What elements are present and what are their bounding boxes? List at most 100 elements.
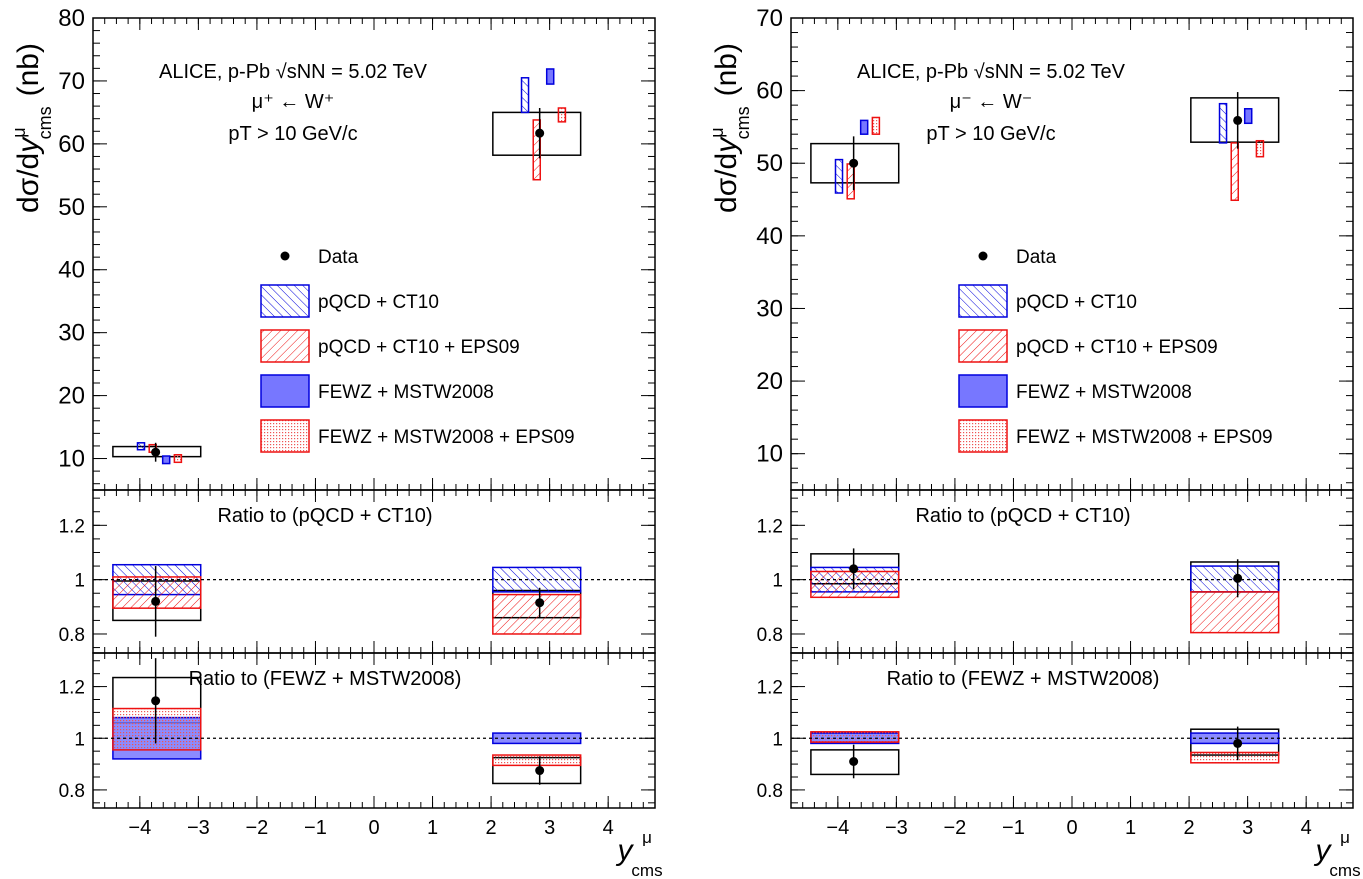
legend-label-ct10-eps: pQCD + CT10 + EPS09	[318, 337, 520, 358]
y-tick-label: 80	[58, 5, 85, 32]
x-axis-label-sub: cms	[1329, 861, 1360, 879]
data-point	[849, 158, 859, 168]
y-tick-label: 70	[756, 5, 783, 32]
model-box-ct10	[1218, 102, 1228, 144]
y-tick-label: 40	[58, 257, 85, 284]
legend-swatch-ct10	[260, 284, 310, 318]
legend-label-ct10: pQCD + CT10	[318, 292, 439, 313]
ratio-data-point	[535, 598, 545, 608]
model-box-fewz-eps	[173, 454, 183, 464]
model-box-ct10-eps	[1230, 142, 1240, 202]
x-axis-label-sup: μ	[1340, 828, 1350, 847]
data-point	[535, 128, 545, 138]
legend-label-ct10: pQCD + CT10	[1016, 292, 1137, 313]
y-tick-label: 30	[58, 320, 85, 347]
y-axis-label-text: dσ/dyμ cms(nb)	[707, 43, 753, 213]
x-tick-label: −3	[885, 817, 908, 839]
legend-swatch-ct10-eps	[958, 329, 1008, 363]
model-box-fewz	[161, 455, 171, 465]
x-tick-label: −2	[944, 817, 967, 839]
ratio-y-tick-label: 1.2	[59, 678, 85, 699]
legend-label-fewz: FEWZ + MSTW2008	[318, 382, 494, 403]
x-tick-label: 2	[486, 817, 497, 839]
ratio-band-ct10-eps	[810, 570, 900, 599]
ratio-band-ct10	[492, 566, 582, 593]
y-tick-label: 10	[756, 441, 783, 468]
legend-swatch-ct10	[958, 284, 1008, 318]
legend-label-ct10-eps: pQCD + CT10 + EPS09	[1016, 337, 1218, 358]
legend-swatch-fewz-eps	[260, 419, 310, 453]
legend-data-marker	[280, 251, 290, 261]
x-tick-label: −4	[826, 817, 849, 839]
legend-swatch-ct10-eps	[260, 329, 310, 363]
x-tick-label: 0	[368, 817, 379, 839]
y-axis-label: dσ/dyμ cms(nb)	[9, 43, 55, 213]
model-box-ct10	[834, 158, 844, 194]
ratio-y-tick-label: 1.2	[757, 516, 783, 537]
x-tick-label: 1	[1125, 817, 1136, 839]
ratio-data-point	[535, 766, 545, 776]
model-box-fewz-eps	[1255, 139, 1265, 158]
x-tick-label: −1	[1002, 817, 1025, 839]
y-tick-label: 70	[58, 68, 85, 95]
legend-swatch-fewz	[260, 374, 310, 408]
y-tick-label: 60	[58, 131, 85, 158]
ratio-y-tick-label: 1	[772, 571, 783, 592]
model-box-fewz	[1243, 108, 1253, 125]
ratio-y-tick-label: 0.8	[757, 781, 783, 802]
ratio-band-fewz-eps	[810, 731, 900, 743]
legend-data-label: Data	[1016, 247, 1057, 268]
ratio-data-point	[1233, 573, 1243, 583]
ratio-data-point	[849, 564, 859, 574]
header-cut: pT > 10 GeV/c	[228, 123, 357, 145]
legend-swatch-fewz-eps	[958, 419, 1008, 453]
header-process: μ⁻ ← W⁻	[950, 91, 1033, 113]
ratio-fewz-label: Ratio to (FEWZ + MSTW2008)	[189, 668, 462, 690]
model-box-ct10	[520, 77, 530, 114]
ratio-data-point	[151, 696, 161, 706]
legend-data-marker	[978, 251, 988, 261]
plot-frame	[790, 17, 1354, 491]
data-point	[151, 447, 161, 457]
ratio-y-tick-label: 1	[74, 729, 85, 750]
ratio-band-ct10-eps	[1190, 591, 1280, 634]
plot-frame	[92, 17, 656, 491]
ratio-fewz-pad: 0.8 1 1.2 Ratio to (FEWZ + MSTW2008)	[59, 658, 655, 804]
y-tick-label: 30	[756, 295, 783, 322]
y-axis-label: dσ/dyμ cms(nb)	[707, 43, 753, 213]
ratio-data-point	[849, 757, 859, 766]
ratio-data-point	[151, 596, 161, 606]
ratio-fewz-pad: 0.8 1 1.2 Ratio to (FEWZ + MSTW2008)	[757, 660, 1353, 804]
x-axis-label-sub: cms	[631, 861, 662, 879]
panel-Wplus: −4 −3 −2 −1 0 1 2 3 4y μ cms 10 20 30 40 50 60 70 80dσ/dyμ…	[9, 5, 663, 879]
header-collision: ALICE, p-Pb √sNN = 5.02 TeV	[857, 61, 1126, 83]
ratio-y-tick-label: 0.8	[757, 625, 783, 646]
ratio-y-tick-label: 1	[772, 729, 783, 750]
ratio-band-ct10-eps	[112, 576, 202, 609]
legend-label-fewz-eps: FEWZ + MSTW2008 + EPS09	[318, 427, 575, 448]
ratio-band-fewz-eps	[1190, 751, 1280, 764]
ratio-y-tick-label: 1.2	[757, 678, 783, 699]
x-tick-label: 4	[603, 817, 614, 839]
model-box-ct10	[136, 442, 146, 451]
x-axis-label-sup: μ	[642, 828, 652, 847]
x-tick-label: −2	[246, 817, 269, 839]
x-axis-label: y	[616, 834, 635, 867]
y-tick-label: 40	[756, 223, 783, 250]
x-tick-label: 4	[1301, 817, 1312, 839]
y-axis-label-text: dσ/dyμ cms(nb)	[9, 43, 55, 213]
y-tick-label: 20	[756, 368, 783, 395]
legend-data-label: Data	[318, 247, 359, 268]
y-tick-label: 20	[58, 383, 85, 410]
header-collision: ALICE, p-Pb √sNN = 5.02 TeV	[159, 61, 428, 83]
ratio-y-tick-label: 1.2	[59, 516, 85, 537]
x-tick-label: 3	[544, 817, 555, 839]
model-box-fewz-eps	[871, 116, 881, 135]
y-tick-label: 60	[756, 78, 783, 105]
x-tick-label: 2	[1184, 817, 1195, 839]
ratio-y-tick-label: 0.8	[59, 781, 85, 802]
ratio-y-tick-label: 1	[74, 571, 85, 592]
x-tick-label: 3	[1242, 817, 1253, 839]
